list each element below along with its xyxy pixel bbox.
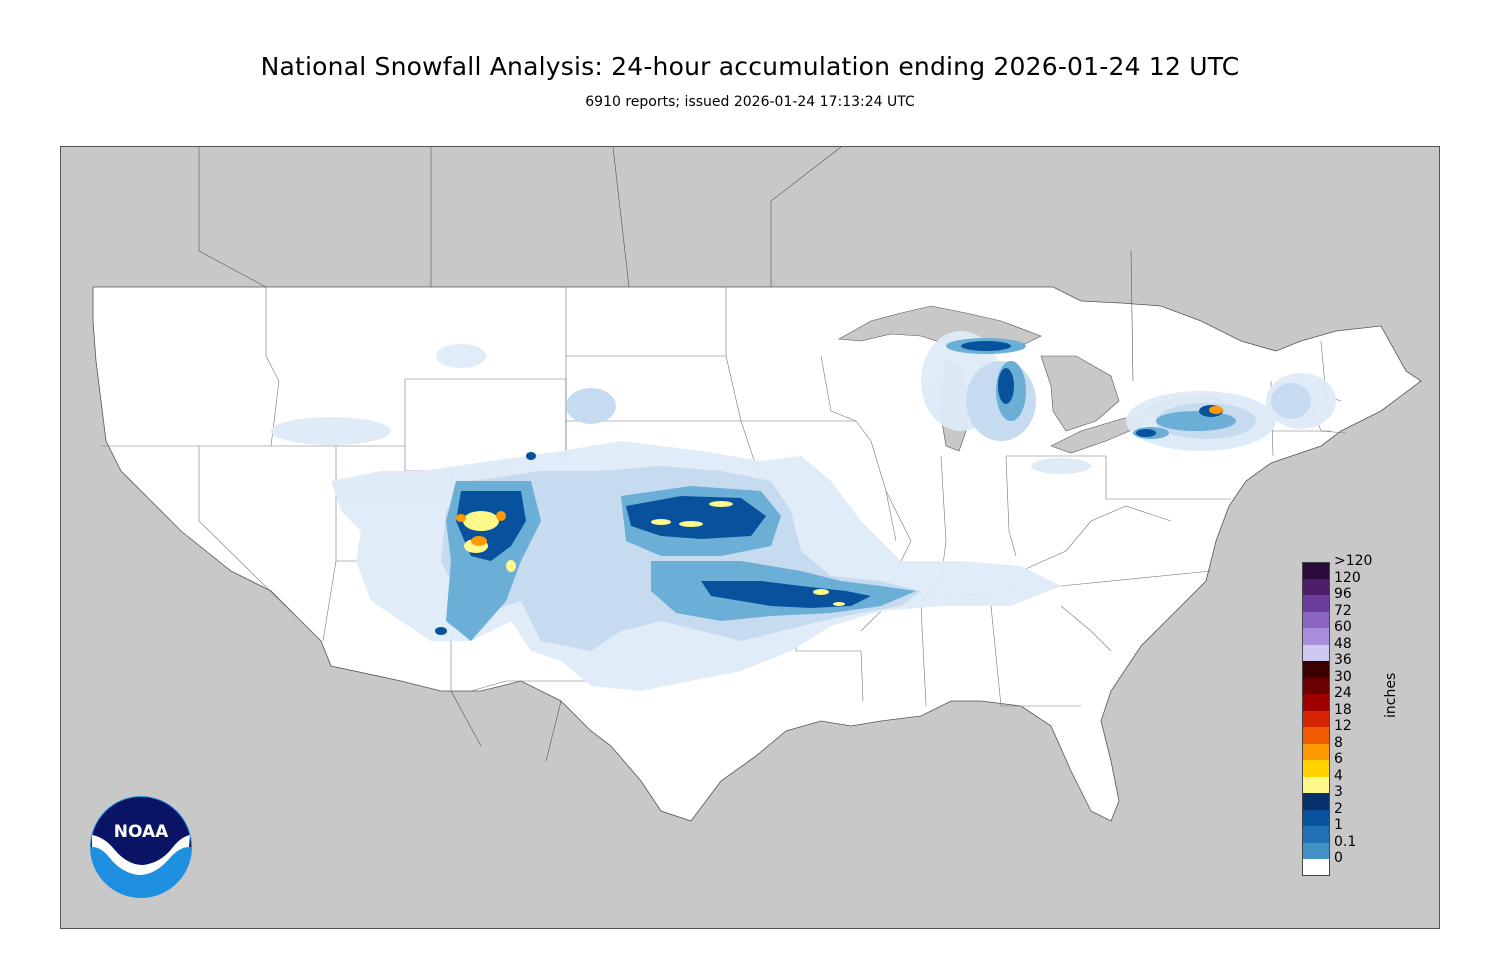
- legend-swatch: [1302, 644, 1330, 661]
- legend-swatch: [1302, 727, 1330, 744]
- legend-tick-label: 96: [1334, 586, 1352, 602]
- legend-swatch: [1302, 578, 1330, 595]
- legend-swatch: [1302, 826, 1330, 843]
- legend-swatch: [1302, 562, 1330, 579]
- snowfall-12: [456, 406, 1223, 546]
- legend-tick-label: >120: [1334, 553, 1373, 569]
- legend-tick-label: 120: [1334, 569, 1361, 586]
- legend-tick-label: 24: [1334, 685, 1352, 701]
- legend-swatch: [1302, 595, 1330, 612]
- snowfall-map: [60, 146, 1440, 929]
- legend-swatch: [1302, 859, 1330, 876]
- legend-tick-label: 4: [1334, 767, 1343, 784]
- legend-swatch: [1302, 661, 1330, 678]
- map-title: National Snowfall Analysis: 24-hour accu…: [260, 52, 1240, 81]
- legend-swatch: [1302, 743, 1330, 760]
- legend-tick-label: 48: [1334, 635, 1352, 652]
- legend-swatch: [1302, 611, 1330, 628]
- map-subtitle: 6910 reports; issued 2026-01-24 17:13:24…: [585, 94, 915, 110]
- legend-tick-label: 1: [1334, 817, 1343, 833]
- legend-tick-label: 30: [1334, 668, 1352, 685]
- legend-tick-label: 8: [1334, 734, 1343, 751]
- legend-swatch: [1302, 710, 1330, 727]
- legend-tick-label: 0.1: [1334, 833, 1357, 850]
- legend-tick-label: 3: [1334, 784, 1343, 800]
- legend-swatch: [1302, 809, 1330, 826]
- legend-swatch: [1302, 842, 1330, 859]
- colorbar-units-label: inches: [1383, 672, 1399, 718]
- legend-swatch: [1302, 694, 1330, 711]
- legend-swatch: [1302, 628, 1330, 645]
- legend-tick-label: 60: [1334, 619, 1352, 635]
- legend-tick-label: 2: [1334, 800, 1343, 817]
- lake-huron: [1040, 355, 1120, 432]
- legend-tick-label: 12: [1334, 718, 1352, 734]
- legend-swatch: [1302, 776, 1330, 793]
- province-borders: [198, 147, 1134, 762]
- legend-swatch: [1302, 793, 1330, 810]
- colorbar-legend: [1302, 562, 1330, 876]
- legend-tick-label: 18: [1334, 701, 1352, 718]
- colorbar-tick-labels: >120 120 96 72 60 48 36 30 24 18 12 8 6 4 3 2 1 0.1 0: [1334, 553, 1372, 867]
- legend-tick-label: 36: [1334, 652, 1352, 668]
- lake-superior: [838, 305, 1042, 347]
- legend-swatch: [1302, 677, 1330, 694]
- noaa-logo: NOAA: [89, 795, 193, 899]
- legend-tick-label: 0: [1334, 850, 1343, 866]
- legend-swatch: [1302, 760, 1330, 777]
- legend-tick-label: 6: [1334, 751, 1343, 767]
- noaa-logo-text: NOAA: [114, 822, 169, 842]
- legend-tick-label: 72: [1334, 602, 1352, 619]
